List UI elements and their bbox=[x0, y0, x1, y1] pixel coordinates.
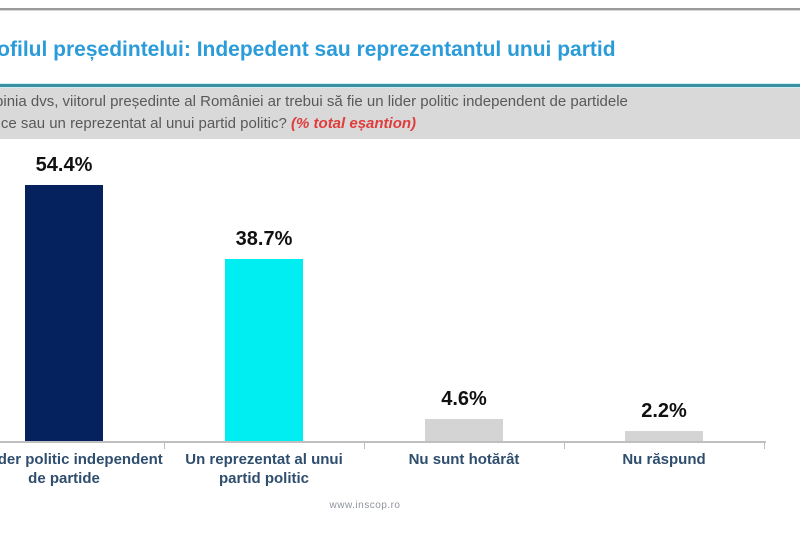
axis-tick-2 bbox=[364, 441, 365, 449]
axis-tick-1 bbox=[164, 441, 165, 449]
bar-chart: 54.4% Un lider politic independent de par… bbox=[0, 150, 768, 534]
question-line-1: În opinia dvs, viitorul președinte al Ro… bbox=[0, 93, 628, 110]
sample-note: (% total eșantion) bbox=[291, 115, 417, 132]
bar-4 bbox=[625, 431, 703, 441]
value-label-1: 54.4% bbox=[35, 154, 93, 176]
value-label-3: 4.6% bbox=[441, 388, 487, 410]
bar-2 bbox=[225, 259, 303, 441]
category-label-1: Un lider politic independent de partide bbox=[0, 451, 163, 487]
category-label-2: Un reprezentat al unui partid politic bbox=[185, 451, 343, 487]
value-label-4: 2.2% bbox=[641, 400, 687, 422]
axis-tick-4 bbox=[764, 441, 765, 449]
question-line-2: politice sau un reprezentat al unui part… bbox=[0, 113, 800, 135]
page-title: Profilul președintelui: Indepedent sau r… bbox=[0, 38, 616, 61]
bar-1 bbox=[25, 185, 103, 441]
question-box: În opinia dvs, viitorul președinte al Ro… bbox=[0, 88, 800, 139]
category-label-4: Nu răspund bbox=[622, 451, 706, 468]
top-divider bbox=[0, 8, 800, 11]
question-text: În opinia dvs, viitorul președinte al Ro… bbox=[0, 91, 800, 135]
question-line-2-text: politice sau un reprezentat al unui part… bbox=[0, 115, 292, 132]
source-text: www.inscop.ro bbox=[329, 500, 401, 511]
value-label-2: 38.7% bbox=[235, 228, 293, 250]
category-label-3: Nu sunt hotărât bbox=[408, 451, 520, 468]
x-axis-line bbox=[0, 441, 766, 443]
axis-tick-3 bbox=[564, 441, 565, 449]
title-underline bbox=[0, 84, 800, 87]
bar-3 bbox=[425, 419, 503, 441]
